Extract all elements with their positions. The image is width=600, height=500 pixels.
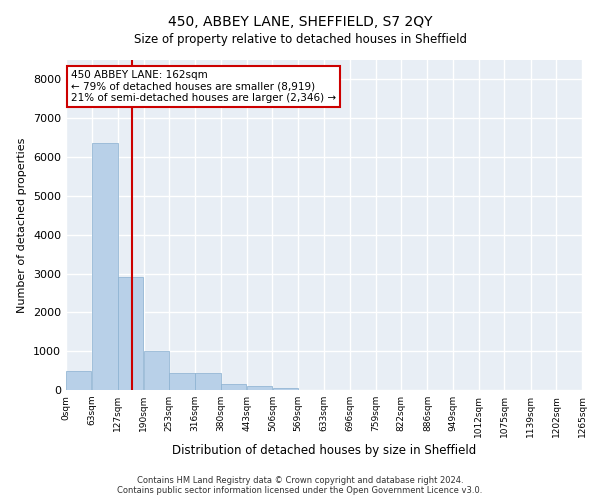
- Bar: [221, 384, 247, 390]
- Text: 450, ABBEY LANE, SHEFFIELD, S7 2QY: 450, ABBEY LANE, SHEFFIELD, S7 2QY: [168, 15, 432, 29]
- Bar: [272, 388, 298, 390]
- Bar: [66, 370, 91, 390]
- Bar: [195, 372, 221, 390]
- Bar: [92, 144, 118, 390]
- Text: Size of property relative to detached houses in Sheffield: Size of property relative to detached ho…: [133, 32, 467, 46]
- Bar: [144, 351, 169, 390]
- Bar: [169, 372, 194, 390]
- Bar: [118, 278, 143, 390]
- Bar: [247, 386, 272, 390]
- Text: Contains HM Land Registry data © Crown copyright and database right 2024.
Contai: Contains HM Land Registry data © Crown c…: [118, 476, 482, 495]
- Y-axis label: Number of detached properties: Number of detached properties: [17, 138, 28, 312]
- X-axis label: Distribution of detached houses by size in Sheffield: Distribution of detached houses by size …: [172, 444, 476, 457]
- Text: 450 ABBEY LANE: 162sqm
← 79% of detached houses are smaller (8,919)
21% of semi-: 450 ABBEY LANE: 162sqm ← 79% of detached…: [71, 70, 336, 103]
